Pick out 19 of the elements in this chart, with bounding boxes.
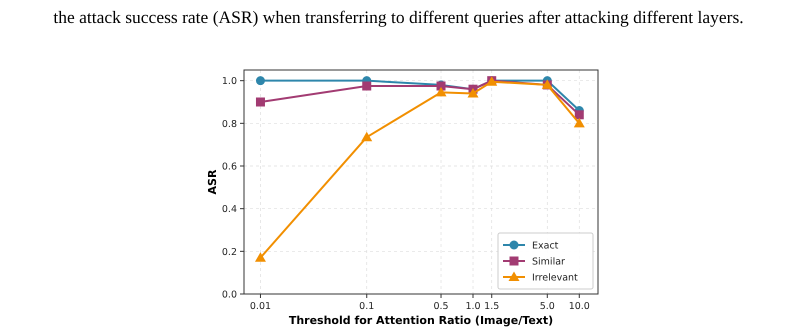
x-tick-label: 0.5	[433, 301, 449, 312]
x-tick-label: 0.01	[250, 301, 272, 312]
text: the attack success rate (ASR) when transferring to different queries after attacking different layers.	[53, 7, 744, 27]
legend-label: Similar	[532, 256, 566, 268]
x-tick-label: 5.0	[540, 301, 555, 312]
y-tick-label: 0.6	[222, 162, 237, 172]
x-tick-label: 0.1	[359, 301, 374, 312]
legend-label: Exact	[532, 240, 559, 252]
legend-label: Irrelevant	[532, 272, 578, 284]
y-tick-label: 0.0	[222, 290, 237, 300]
y-tick-label: 0.8	[222, 118, 237, 130]
x-axis-title: Threshold for Attention Ratio (Image/Text)	[288, 314, 554, 327]
x-tick-label: 10.0	[568, 301, 590, 312]
y-tick-label: 0.2	[222, 246, 237, 258]
x-tick-label: 1.5	[484, 301, 500, 312]
y-tick-label: 0.4	[222, 204, 237, 216]
y-tick-label: 1.0	[222, 76, 237, 88]
x-tick-label: 1.0	[465, 301, 481, 312]
y-axis-title: ASR	[206, 169, 219, 194]
